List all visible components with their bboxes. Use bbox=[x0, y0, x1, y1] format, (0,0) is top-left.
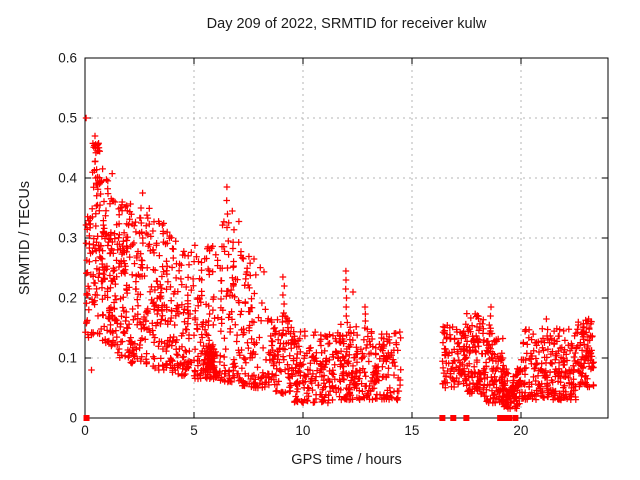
svg-text:0: 0 bbox=[81, 423, 89, 438]
svg-text:0.6: 0.6 bbox=[58, 51, 77, 66]
svg-text:0.5: 0.5 bbox=[58, 111, 77, 126]
svg-text:10: 10 bbox=[295, 423, 310, 438]
svg-text:0: 0 bbox=[69, 411, 77, 426]
svg-text:0.2: 0.2 bbox=[58, 291, 77, 306]
svg-text:5: 5 bbox=[190, 423, 198, 438]
svg-text:0.3: 0.3 bbox=[58, 231, 77, 246]
svg-text:15: 15 bbox=[404, 423, 419, 438]
svg-text:20: 20 bbox=[513, 423, 528, 438]
svg-text:0.1: 0.1 bbox=[58, 351, 77, 366]
x-axis-label: GPS time / hours bbox=[291, 452, 402, 468]
chart-title: Day 209 of 2022, SRMTID for receiver kul… bbox=[206, 16, 487, 32]
svg-text:0.4: 0.4 bbox=[58, 171, 77, 186]
